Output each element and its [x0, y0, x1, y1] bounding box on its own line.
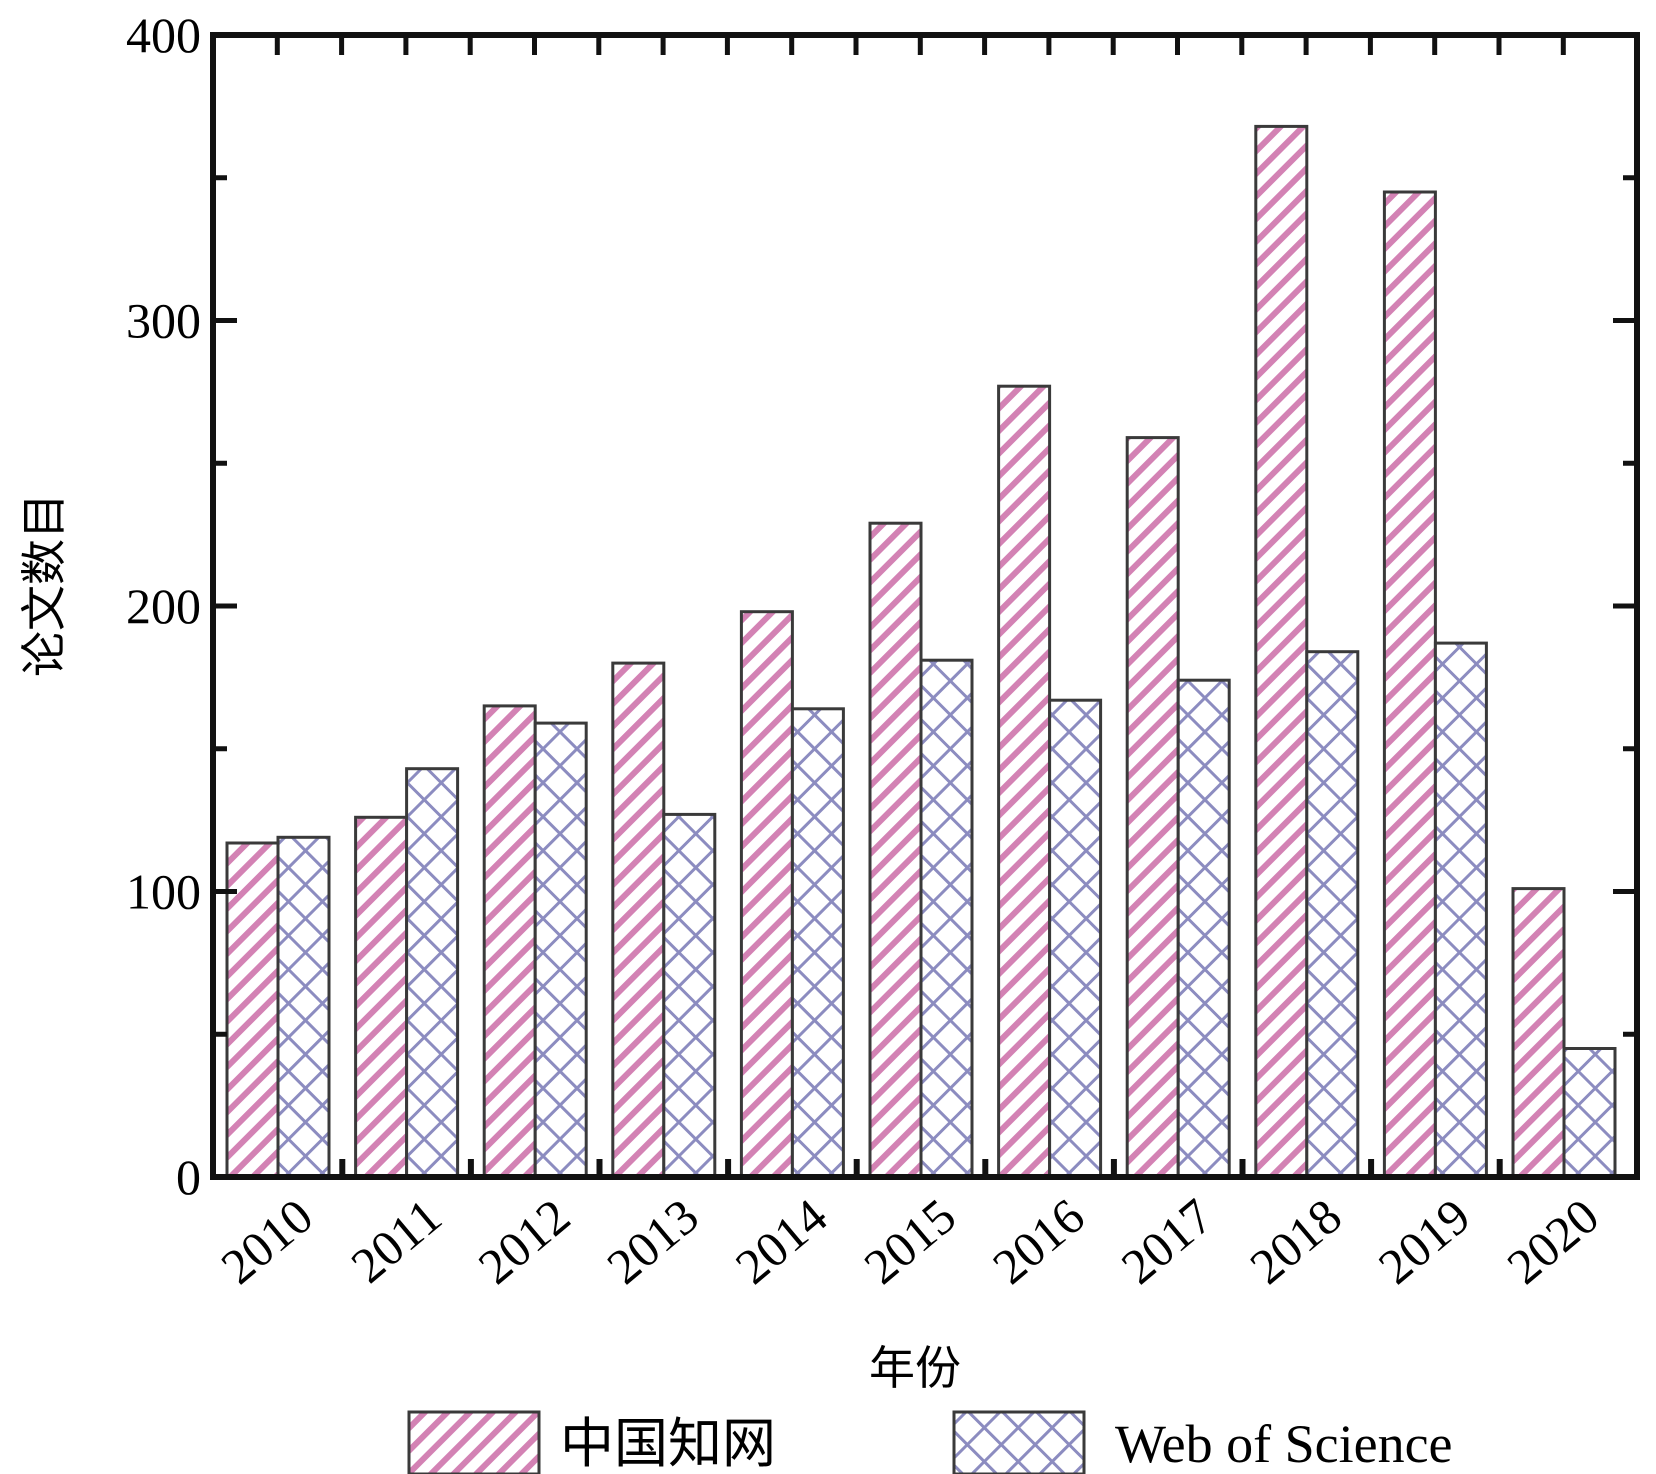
bar-wos-2018: [1305, 650, 1360, 1179]
bar-wos-2019: [1433, 641, 1488, 1179]
bar-wos-2013: [662, 812, 717, 1179]
y-axis-ticks: 0 100 200 300 400: [126, 7, 1637, 1205]
x-tick-label: 2011: [340, 1188, 451, 1294]
bar-cnki-2017: [1125, 436, 1180, 1179]
y-axis-title: 论文数目: [17, 493, 71, 677]
x-tick-label: 2016: [982, 1188, 1095, 1295]
bar-cnki-2010: [225, 841, 280, 1179]
bar-cnki-2011: [354, 815, 409, 1179]
x-tick-label: 2012: [468, 1188, 581, 1295]
bar-wos-2016: [1048, 698, 1103, 1179]
x-tick-label: 2017: [1111, 1188, 1224, 1295]
x-tick-label: 2019: [1368, 1188, 1481, 1295]
bar-cnki-2015: [868, 521, 923, 1179]
bar-cnki-2019: [1382, 190, 1437, 1179]
bar-cnki-2018: [1254, 124, 1309, 1179]
bar-cnki-2012: [482, 704, 537, 1179]
bar-cnki-2020: [1511, 887, 1566, 1179]
y-tick-label: 400: [126, 7, 201, 63]
legend-swatch-wos: [952, 1410, 1086, 1474]
x-tick-label: 2015: [853, 1188, 966, 1295]
legend-swatch-cnki: [407, 1410, 541, 1474]
bar-wos-2012: [533, 721, 588, 1179]
bars-layer: [225, 124, 1617, 1179]
x-tick-label: 2010: [210, 1188, 323, 1295]
bar-wos-2014: [790, 707, 845, 1179]
bar-cnki-2013: [611, 661, 666, 1179]
legend-label-wos: Web of Science: [1115, 1414, 1453, 1474]
x-tick-label: 2013: [596, 1188, 709, 1295]
bar-wos-2011: [405, 767, 460, 1179]
bar-wos-2010: [276, 835, 331, 1179]
y-tick-label: 0: [176, 1149, 201, 1205]
x-tick-label: 2018: [1239, 1188, 1352, 1295]
y-tick-label: 100: [126, 864, 201, 920]
x-tick-label: 2014: [725, 1188, 838, 1295]
bar-wos-2015: [919, 658, 974, 1179]
x-tick-label: 2020: [1496, 1188, 1609, 1295]
x-axis-title: 年份: [869, 1341, 961, 1395]
bar-wos-2017: [1176, 678, 1231, 1179]
y-tick-label: 300: [126, 293, 201, 349]
bar-cnki-2014: [739, 610, 794, 1179]
y-tick-label: 200: [126, 578, 201, 634]
bar-wos-2020: [1562, 1047, 1617, 1179]
bar-cnki-2016: [997, 384, 1052, 1179]
legend: 中国知网 Web of Science: [407, 1410, 1453, 1474]
legend-label-cnki: 中国知网: [560, 1414, 776, 1474]
